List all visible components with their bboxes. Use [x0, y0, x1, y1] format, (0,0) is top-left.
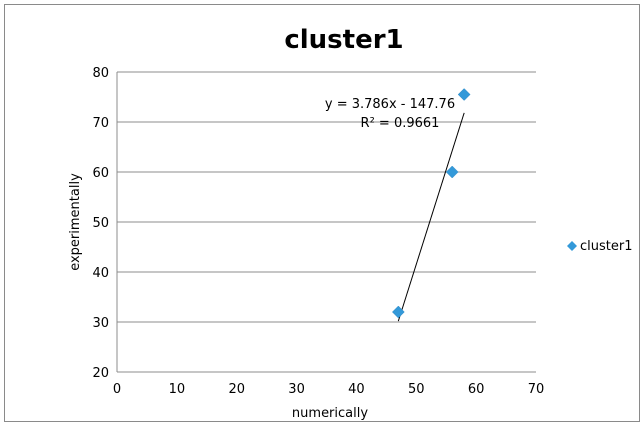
y-tick-30: 30	[92, 316, 109, 331]
data-point-3	[457, 88, 471, 101]
x-tick-labels: 0 10 20 30 40 50 60 70	[113, 382, 544, 397]
y-tick-40: 40	[92, 266, 109, 281]
x-tick-70: 70	[528, 382, 545, 397]
axes	[116, 72, 536, 373]
x-tick-10: 10	[169, 382, 186, 397]
chart-border	[4, 4, 640, 422]
x-tick-60: 60	[468, 382, 485, 397]
y-tick-labels: 20 30 40 50 60 70 80	[92, 66, 109, 381]
y-tick-50: 50	[92, 216, 109, 231]
x-tick-40: 40	[348, 382, 365, 397]
data-point-1	[391, 305, 405, 319]
trendline	[397, 112, 465, 322]
data-points	[391, 88, 471, 319]
x-tick-20: 20	[228, 382, 245, 397]
x-tick-50: 50	[408, 382, 425, 397]
x-axis-label: numerically	[292, 406, 368, 421]
trendline-equation: y = 3.786x - 147.76	[325, 97, 455, 112]
x-tick-30: 30	[288, 382, 305, 397]
y-axis-label: experimentally	[68, 173, 83, 271]
y-tick-70: 70	[92, 116, 109, 131]
trendline-r-squared: R² = 0.9661	[361, 116, 440, 131]
legend-marker	[567, 241, 577, 251]
chart-title: cluster1	[284, 25, 403, 55]
y-tick-80: 80	[92, 66, 109, 81]
legend-label-cluster1: cluster1	[580, 239, 632, 254]
legend: cluster1	[567, 239, 632, 254]
data-point-2	[445, 165, 459, 179]
y-tick-20: 20	[92, 366, 109, 381]
trendline-line	[397, 112, 465, 322]
y-tick-60: 60	[92, 166, 109, 181]
x-tick-0: 0	[113, 382, 121, 397]
